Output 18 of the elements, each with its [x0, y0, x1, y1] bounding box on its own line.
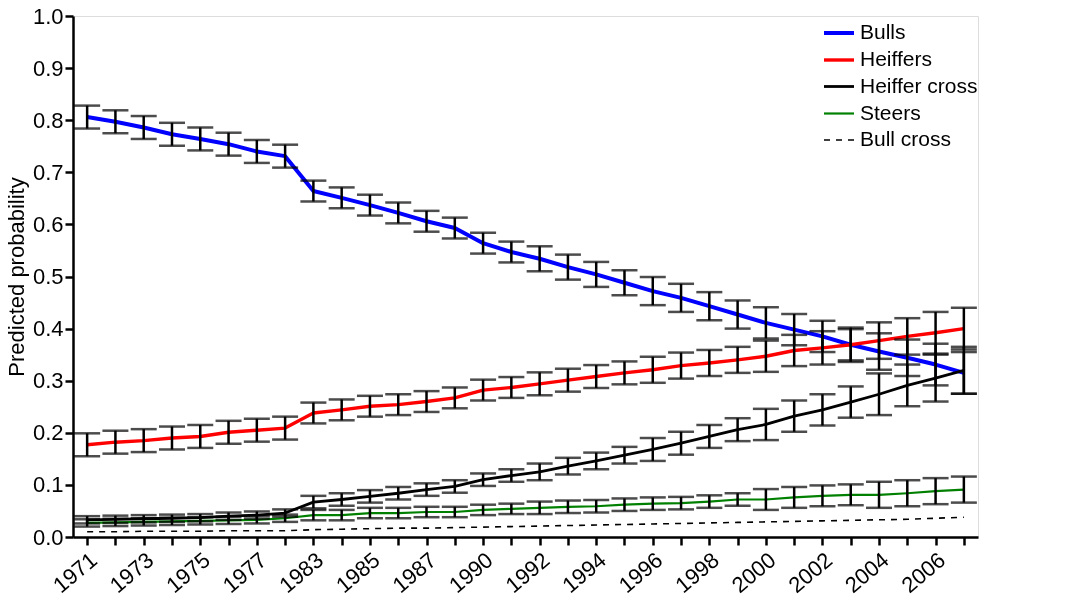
line-series — [86, 516, 965, 533]
y-tick-label: 0.2 — [32, 420, 64, 446]
legend-label: Heiffers — [860, 47, 932, 70]
legend-label: Bulls — [860, 20, 906, 43]
y-tick-label: 0.7 — [32, 159, 64, 185]
y-axis-title: Predicted probability — [3, 177, 29, 377]
y-tick-label: 0.0 — [32, 524, 64, 550]
legend-label: Heiffer cross — [860, 73, 978, 97]
y-tick-label: 0.8 — [32, 107, 64, 133]
y-tick-label: 0.9 — [32, 55, 64, 81]
legend-label: Bull cross — [860, 127, 952, 150]
y-tick-label: 0.6 — [32, 211, 64, 237]
legend-label: Steers — [860, 100, 921, 124]
y-tick-label: 0.4 — [32, 316, 64, 342]
y-tick-label: 1.0 — [32, 3, 64, 29]
y-tick-label: 0.3 — [32, 368, 64, 394]
y-tick-label: 0.5 — [32, 264, 64, 289]
y-tick-label: 0.1 — [32, 472, 64, 498]
